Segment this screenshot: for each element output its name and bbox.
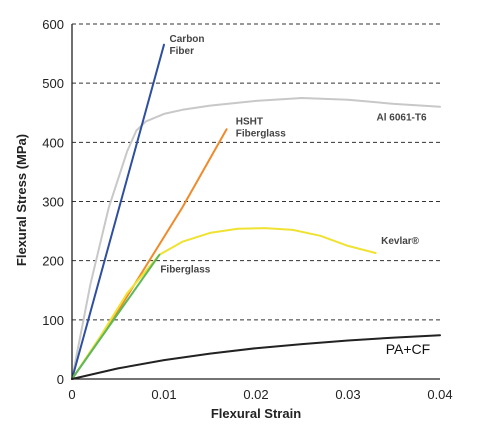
tick-labels: 0 0.01 0.02 0.03 0.04 0 100 200 300 400 500 600 bbox=[42, 17, 452, 402]
y-axis-title: Flexural Stress (MPa) bbox=[14, 134, 29, 266]
series-label-al-6061-t6: Al 6061-T6 bbox=[377, 112, 427, 123]
series-label-kevlar: Kevlar® bbox=[381, 236, 420, 247]
axes bbox=[71, 24, 440, 380]
series-line-pa-cf bbox=[71, 334, 441, 380]
series-label-pa-cf: PA+CF bbox=[386, 341, 430, 357]
x-axis-title: Flexural Strain bbox=[211, 406, 301, 421]
series-label-fiberglass: Fiberglass bbox=[160, 265, 210, 276]
grid-lines bbox=[72, 23, 440, 321]
y-tick-label: 300 bbox=[42, 195, 64, 210]
series-line-carbon-fiber bbox=[71, 43, 165, 380]
series-line-al-6061-t6 bbox=[71, 97, 441, 380]
series-line-kevlar bbox=[71, 227, 377, 380]
x-tick-label: 0 bbox=[68, 387, 75, 402]
series-labels: Carbon Fiber HSHT Fiberglass Al 6061-T6 Kevla… bbox=[160, 34, 430, 357]
y-tick-label: 100 bbox=[42, 313, 64, 328]
y-tick-label: 200 bbox=[42, 254, 64, 269]
series-line-fiberglass bbox=[71, 253, 161, 380]
series-label-hsht-fiberglass: HSHT Fiberglass bbox=[236, 117, 286, 140]
series-line-hsht-fiberglass bbox=[71, 128, 228, 380]
x-tick-label: 0.03 bbox=[335, 387, 360, 402]
x-tick-label: 0.02 bbox=[243, 387, 268, 402]
y-tick-label: 400 bbox=[42, 135, 64, 150]
series-label-carbon-fiber: Carbon Fiber bbox=[170, 34, 205, 57]
y-tick-label: 500 bbox=[42, 76, 64, 91]
y-tick-label: 600 bbox=[42, 17, 64, 32]
y-tick-label: 0 bbox=[57, 372, 64, 387]
series-lines bbox=[71, 43, 441, 380]
x-tick-label: 0.01 bbox=[151, 387, 176, 402]
x-tick-label: 0.04 bbox=[427, 387, 452, 402]
